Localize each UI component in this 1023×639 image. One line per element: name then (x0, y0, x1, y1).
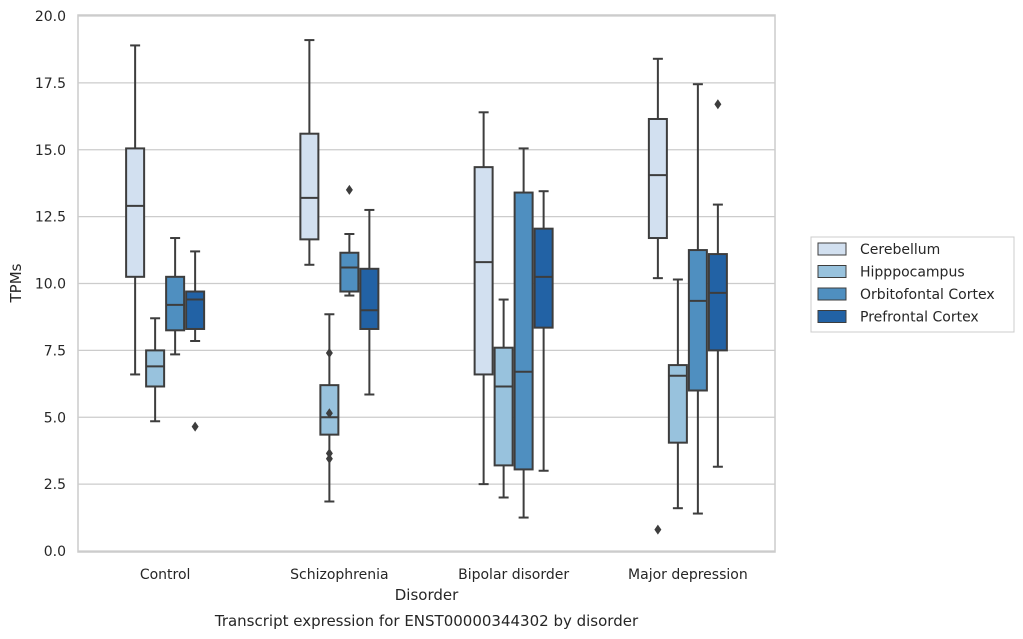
box-iqr (493, 346, 514, 467)
box-hipppocampus (493, 298, 514, 499)
box-iqr (687, 249, 708, 392)
y-tick-label: 0.0 (44, 544, 66, 560)
box-cerebellum (647, 57, 668, 535)
outlier-point (325, 448, 333, 459)
x-tick-label: Schizophrenia (290, 567, 388, 583)
y-axis-ticks: 0.0 2.5 5.0 7.5 10.0 12.5 15.0 17.5 20.0 (35, 9, 66, 560)
outlier-point (325, 453, 333, 464)
x-tick-label: Bipolar disorder (458, 567, 569, 583)
box-iqr (125, 147, 146, 278)
box-iqr (185, 290, 206, 330)
box-orbitofontal-cortex (339, 184, 360, 297)
outlier-point (191, 421, 199, 432)
legend-label: Orbitofontal Cortex (860, 287, 995, 303)
y-tick-label: 5.0 (44, 410, 66, 426)
box-iqr (339, 251, 360, 293)
box-iqr (359, 267, 380, 330)
box-orbitofontal-cortex (513, 147, 534, 519)
box-iqr (513, 191, 534, 471)
box-iqr (647, 117, 668, 240)
box-hipppocampus (145, 317, 166, 423)
outlier-point (714, 99, 722, 110)
box-plot-marks (125, 39, 728, 535)
box-cerebellum (299, 39, 320, 266)
legend-swatch (817, 287, 847, 301)
outlier-point (345, 184, 353, 195)
outlier-point (654, 524, 662, 535)
y-tick-label: 12.5 (35, 210, 66, 226)
y-tick-label: 15.0 (35, 143, 66, 159)
legend-swatch (817, 242, 847, 256)
box-cerebellum (473, 111, 494, 486)
box-iqr (707, 253, 728, 352)
box-prefrontal-cortex (359, 208, 380, 396)
box-hipppocampus (667, 278, 688, 510)
box-iqr (667, 364, 688, 444)
chart-caption: Transcript expression for ENST0000034430… (214, 612, 639, 630)
x-axis-ticks: Control Schizophrenia Bipolar disorder Majo… (140, 567, 748, 583)
legend-swatch (817, 310, 847, 323)
outlier-point (325, 408, 333, 419)
legend-swatch (817, 265, 847, 278)
box-hipppocampus (319, 313, 340, 503)
box-orbitofontal-cortex (165, 237, 186, 356)
legend: Cerebellum Hipppocampus Orbitofontal Corte… (810, 236, 1015, 333)
plot-area (77, 14, 776, 553)
y-tick-label: 7.5 (44, 343, 66, 359)
box-prefrontal-cortex (707, 99, 728, 468)
box-prefrontal-cortex (533, 190, 554, 472)
box-iqr (533, 227, 554, 329)
box-iqr (145, 349, 166, 388)
y-tick-label: 10.0 (35, 277, 66, 293)
x-tick-label: Control (140, 567, 191, 583)
box-cerebellum (125, 44, 146, 376)
box-iqr (473, 166, 494, 376)
y-tick-label: 2.5 (44, 477, 66, 493)
box-prefrontal-cortex (185, 250, 206, 432)
legend-label: Cerebellum (860, 242, 940, 258)
box-iqr (299, 132, 320, 241)
legend-label: Prefrontal Cortex (860, 310, 979, 326)
box-iqr (165, 275, 186, 332)
y-tick-label: 17.5 (35, 76, 66, 92)
legend-label: Hipppocampus (860, 265, 965, 281)
x-axis-label: Disorder (395, 586, 459, 604)
outlier-point (325, 348, 333, 359)
box-orbitofontal-cortex (687, 83, 708, 515)
y-axis-label: TPMs (7, 263, 25, 303)
x-tick-label: Major depression (628, 567, 748, 583)
y-tick-label: 20.0 (35, 9, 66, 25)
